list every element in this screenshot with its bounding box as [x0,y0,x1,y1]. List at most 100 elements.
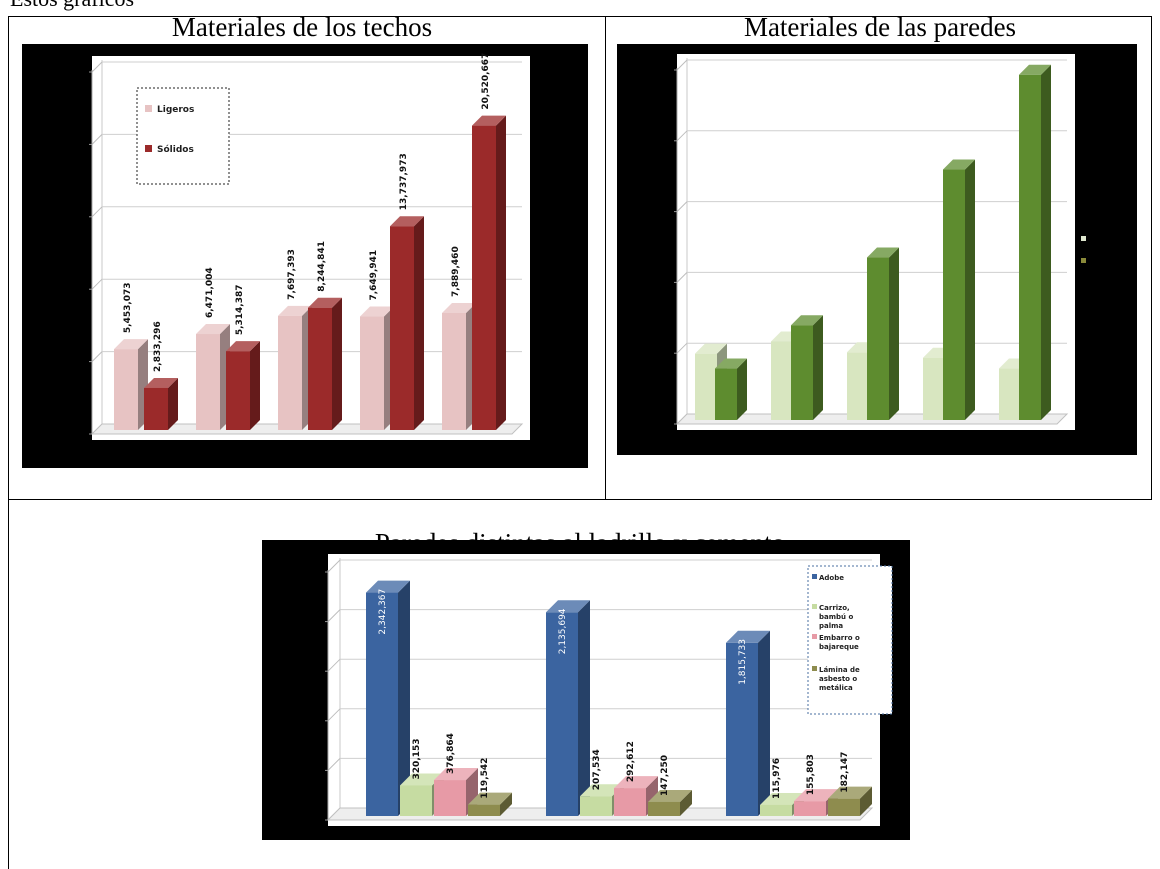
bar-otras-s4-1 [468,804,500,816]
legend-label: Sólidos [157,144,194,155]
legend-label: Adobe [819,574,844,582]
chart-paredes [617,44,1137,455]
bar-paredes-s2-1 [715,368,737,420]
bar-otras-s3-3 [794,801,826,816]
bar-paredes-s2-4-top [943,159,975,170]
legend-label: asbesto o [819,675,857,683]
bar-otras-s2-3 [760,804,792,816]
chart-techos-svg: 5,453,073 2,833,296 6,471,004 5,314,387 7,69… [89,53,530,440]
data-label-otras: 115,976 [772,758,782,799]
bar-paredes-s1-4 [923,357,945,420]
chart-title-paredes: Materiales de las paredes [743,12,1017,42]
bar-otras-s2-3-top [760,792,804,805]
bar-otras-s4-1-top [468,792,512,805]
data-label-otras: 182,147 [840,752,850,793]
bar-otras-s1-3-top [726,630,770,643]
bar-otras-s1-1 [366,592,398,816]
gridline-depth [676,59,688,71]
legend-label: bambú o [819,613,853,621]
bar-otras-s1-3-side [758,630,770,816]
bar-paredes-s1-3 [847,352,869,420]
gridline-depth [91,61,103,73]
bar-techos-solidos-3-side [332,297,342,430]
legend-swatch [812,634,817,639]
bar-paredes-s1-1 [695,353,717,420]
data-label-techos: 7,649,941 [369,250,379,301]
data-label-techos: 7,697,393 [287,249,297,300]
legend-label: Carrizo, [819,604,850,612]
bar-otras-s3-3-top [794,789,838,802]
data-label-otras: 2,135,694 [558,608,568,654]
data-label-techos: 5,314,387 [235,284,245,335]
bar-otras-s4-3 [828,798,860,816]
bar-techos-ligeros-3-top [278,305,312,316]
gridline-depth [91,351,103,362]
marker-olive [1081,258,1086,263]
data-label-otras: 119,542 [480,758,490,799]
bar-otras-s4-3-top [828,786,872,799]
data-label-techos: 20,520,667 [481,53,491,110]
bar-techos-solidos-4 [390,226,414,430]
data-label-techos: 2,833,296 [153,321,163,372]
legend-swatch [145,145,152,152]
bar-techos-ligeros-4-top [360,306,394,317]
data-label-otras: 292,612 [626,741,636,782]
bar-otras-s1-2-side [578,600,590,816]
gridline-depth [91,278,103,290]
data-label-techos: 5,453,073 [123,282,133,333]
legend-swatch [145,105,152,112]
bar-otras-s1-2-top [546,600,590,613]
fragment-text: Estos gráficos [10,0,134,12]
bar-otras-s1-2 [546,612,578,816]
legend-swatch [812,574,817,579]
gridline-depth [327,609,341,622]
bar-otras-s3-1-top [434,768,478,781]
bar-techos-ligeros-1 [114,349,138,430]
gridline-depth [327,708,341,722]
chart-title-techos: Materiales de los techos [171,12,433,42]
bar-paredes-s2-1-side [737,358,747,420]
legend-label: palma [819,622,843,630]
data-label-techos: 13,737,973 [399,153,409,210]
bar-otras-s4-3-side [860,786,872,816]
bar-techos-solidos-4-top [390,216,424,227]
data-label-techos: 7,889,460 [451,246,461,297]
bar-techos-ligeros-4 [360,316,384,430]
bar-techos-ligeros-2 [196,334,220,430]
data-label-otras: 320,153 [412,738,422,779]
bar-techos-ligeros-5-top [442,302,476,313]
bar-paredes-s2-1-top [715,358,747,369]
bar-techos-ligeros-5 [442,312,466,430]
bar-otras-s3-1 [434,780,466,816]
bar-techos-solidos-1-top [144,377,178,388]
legend-label: Lámina de [819,666,860,674]
bar-techos-ligeros-1-top [114,339,148,350]
bar-paredes-s2-5-side [1041,64,1051,420]
data-label-otras: 207,534 [592,749,602,790]
bar-otras-s2-2-top [580,784,624,797]
chart-otras-paredes-svg: 2,342,367 320,153 376,864 119,542 2,135,694 2… [325,554,893,826]
bar-paredes-s2-4 [943,169,965,420]
bar-otras-s4-1-side [500,792,512,816]
bar-otras-s2-1 [400,785,432,816]
frame-top-line [8,16,1152,17]
chart-otras-paredes: 2,342,367 320,153 376,864 119,542 2,135,694 2… [262,540,910,840]
chart-techos: 5,453,073 2,833,296 6,471,004 5,314,387 7,69… [22,44,588,468]
bar-techos-solidos-3-top [308,297,342,308]
bar-otras-s4-2-side [680,789,692,816]
gridline-depth [676,130,688,142]
bar-paredes-s2-4-side [965,159,975,420]
bar-techos-solidos-1-side [168,377,178,430]
bar-otras-s2-1-top [400,773,444,786]
bar-otras-s2-2 [580,796,612,816]
data-label-otras: 376,864 [446,733,456,774]
bar-techos-solidos-3 [308,307,332,430]
bar-otras-s4-2 [648,801,680,816]
marker-white [1081,236,1086,241]
bar-otras-s3-2-top [614,776,658,789]
gridline-depth [676,342,688,354]
gridline-depth [91,134,103,145]
frame-divider-line [605,16,606,499]
bar-techos-solidos-5 [472,125,496,430]
gridline-depth [676,201,688,212]
